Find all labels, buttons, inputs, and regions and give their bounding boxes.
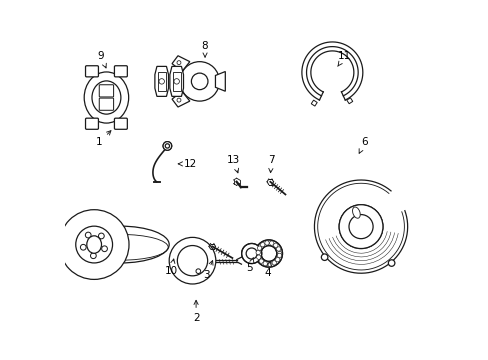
Ellipse shape bbox=[84, 72, 128, 123]
Circle shape bbox=[264, 241, 269, 245]
Circle shape bbox=[256, 255, 261, 259]
Text: 10: 10 bbox=[164, 259, 177, 276]
Circle shape bbox=[267, 262, 271, 266]
FancyBboxPatch shape bbox=[99, 85, 113, 97]
Polygon shape bbox=[172, 91, 189, 107]
Circle shape bbox=[85, 232, 91, 238]
Circle shape bbox=[159, 78, 164, 84]
Circle shape bbox=[59, 210, 129, 279]
Circle shape bbox=[273, 243, 277, 247]
Circle shape bbox=[98, 233, 104, 239]
Circle shape bbox=[196, 269, 200, 274]
Ellipse shape bbox=[86, 236, 102, 253]
Text: 4: 4 bbox=[264, 262, 271, 278]
Text: 11: 11 bbox=[337, 51, 351, 66]
Circle shape bbox=[269, 241, 273, 245]
Bar bbox=[346, 98, 352, 104]
Circle shape bbox=[263, 261, 267, 266]
Circle shape bbox=[260, 243, 264, 247]
Circle shape bbox=[339, 205, 382, 248]
Text: 5: 5 bbox=[246, 257, 253, 273]
Circle shape bbox=[271, 261, 276, 265]
Circle shape bbox=[261, 246, 276, 261]
Circle shape bbox=[76, 226, 112, 263]
Polygon shape bbox=[172, 56, 189, 72]
Circle shape bbox=[255, 240, 282, 267]
Circle shape bbox=[277, 251, 281, 256]
Text: 7: 7 bbox=[267, 155, 274, 173]
Circle shape bbox=[276, 247, 280, 251]
Circle shape bbox=[257, 246, 261, 250]
Text: 13: 13 bbox=[226, 155, 240, 173]
Circle shape bbox=[169, 237, 215, 284]
FancyBboxPatch shape bbox=[114, 118, 127, 129]
Circle shape bbox=[387, 260, 394, 266]
Polygon shape bbox=[215, 72, 225, 91]
Ellipse shape bbox=[72, 226, 169, 263]
Text: 1: 1 bbox=[96, 131, 111, 147]
FancyBboxPatch shape bbox=[99, 98, 113, 110]
Circle shape bbox=[174, 78, 179, 84]
Bar bbox=[311, 100, 317, 106]
Text: 9: 9 bbox=[98, 51, 106, 68]
Circle shape bbox=[255, 251, 260, 255]
FancyBboxPatch shape bbox=[114, 66, 127, 77]
Circle shape bbox=[321, 254, 327, 260]
Text: 12: 12 bbox=[178, 159, 197, 169]
Text: 8: 8 bbox=[202, 41, 208, 57]
Circle shape bbox=[180, 62, 219, 101]
Polygon shape bbox=[169, 66, 183, 96]
Circle shape bbox=[163, 141, 171, 150]
Circle shape bbox=[80, 244, 86, 250]
FancyBboxPatch shape bbox=[85, 66, 98, 77]
Circle shape bbox=[102, 246, 107, 252]
Circle shape bbox=[277, 253, 281, 257]
Circle shape bbox=[275, 257, 279, 262]
Circle shape bbox=[241, 243, 261, 264]
FancyBboxPatch shape bbox=[85, 118, 98, 129]
Text: 6: 6 bbox=[358, 138, 367, 153]
Circle shape bbox=[177, 98, 181, 102]
Circle shape bbox=[90, 253, 96, 258]
Text: 3: 3 bbox=[203, 261, 213, 280]
Bar bbox=[158, 72, 165, 91]
Text: 2: 2 bbox=[192, 300, 199, 323]
Ellipse shape bbox=[352, 207, 360, 218]
Circle shape bbox=[177, 61, 181, 64]
Circle shape bbox=[259, 259, 263, 263]
Polygon shape bbox=[155, 66, 168, 96]
Bar bbox=[173, 72, 180, 91]
